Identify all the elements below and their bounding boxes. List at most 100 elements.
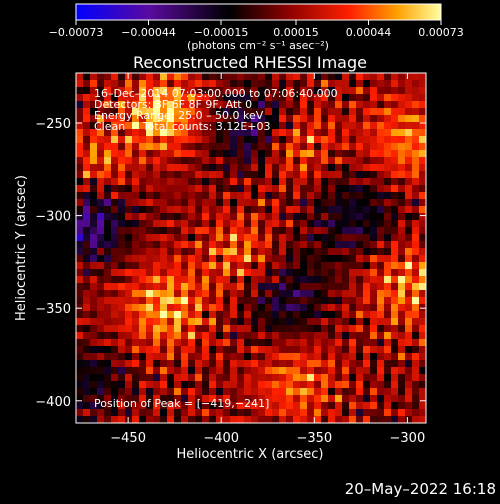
heatmap-cell <box>195 115 203 123</box>
heatmap-cell <box>230 80 238 88</box>
heatmap-cell <box>216 290 224 298</box>
heatmap-cell <box>258 248 266 256</box>
heatmap-cell <box>258 332 266 340</box>
heatmap-cell <box>328 164 336 172</box>
heatmap-cell <box>300 346 308 354</box>
heatmap-cell <box>216 339 224 347</box>
heatmap-cell <box>118 409 126 417</box>
heatmap-cell <box>398 206 406 214</box>
heatmap-cell <box>97 122 105 130</box>
heatmap-cell <box>181 381 189 389</box>
heatmap-cell <box>216 276 224 284</box>
heatmap-cell <box>412 255 420 263</box>
heatmap-cell <box>391 325 399 333</box>
heatmap-cell <box>223 115 231 123</box>
heatmap-cell <box>377 395 385 403</box>
heatmap-cell <box>377 409 385 417</box>
heatmap-cell <box>342 220 350 228</box>
heatmap-cell <box>307 276 315 284</box>
heatmap-cell <box>244 185 252 193</box>
heatmap-cell <box>307 101 315 109</box>
heatmap-cell <box>398 290 406 298</box>
heatmap-cell <box>202 108 210 116</box>
heatmap-cell <box>90 283 98 291</box>
heatmap-cell <box>328 388 336 396</box>
heatmap-cell <box>174 206 182 214</box>
heatmap-cell <box>391 73 399 81</box>
heatmap-cell <box>244 360 252 368</box>
heatmap-cell <box>398 402 406 410</box>
heatmap-cell <box>412 248 420 256</box>
heatmap-cell <box>111 290 119 298</box>
heatmap-cell <box>90 73 98 81</box>
heatmap-cell <box>293 304 301 312</box>
heatmap-cell <box>209 185 217 193</box>
heatmap-cell <box>111 73 119 81</box>
heatmap-cell <box>125 192 133 200</box>
heatmap-cell <box>363 269 371 277</box>
heatmap-cell <box>223 255 231 263</box>
heatmap-cell <box>181 213 189 221</box>
heatmap-cell <box>244 227 252 235</box>
heatmap-cell <box>181 157 189 165</box>
heatmap-cell <box>349 136 357 144</box>
heatmap-cell <box>230 171 238 179</box>
heatmap-cell <box>195 304 203 312</box>
heatmap-cell <box>209 94 217 102</box>
heatmap-cell <box>160 325 168 333</box>
heatmap-cell <box>90 136 98 144</box>
heatmap-cell <box>146 122 154 130</box>
heatmap-cell <box>398 241 406 249</box>
heatmap-cell <box>139 325 147 333</box>
heatmap-cell <box>195 367 203 375</box>
heatmap-cell <box>223 367 231 375</box>
heatmap-cell <box>209 206 217 214</box>
heatmap-cell <box>391 234 399 242</box>
heatmap-cell <box>153 381 161 389</box>
heatmap-cell <box>223 290 231 298</box>
heatmap-cell <box>321 143 329 151</box>
heatmap-cell <box>244 94 252 102</box>
heatmap-cell <box>307 374 315 382</box>
heatmap-cell <box>377 143 385 151</box>
heatmap-cell <box>146 115 154 123</box>
heatmap-cell <box>398 115 406 123</box>
heatmap-cell <box>174 241 182 249</box>
heatmap-cell <box>244 339 252 347</box>
heatmap-cell <box>146 395 154 403</box>
heatmap-cell <box>349 388 357 396</box>
heatmap-cell <box>90 402 98 410</box>
heatmap-cell <box>307 157 315 165</box>
heatmap-cell <box>146 332 154 340</box>
heatmap-cell <box>104 318 112 326</box>
heatmap-cell <box>174 374 182 382</box>
heatmap-cell <box>111 297 119 305</box>
heatmap-cell <box>321 367 329 375</box>
heatmap-cell <box>216 374 224 382</box>
heatmap-cell <box>391 395 399 403</box>
heatmap-cell <box>230 388 238 396</box>
heatmap-cell <box>181 143 189 151</box>
heatmap-cell <box>279 157 287 165</box>
heatmap-cell <box>328 143 336 151</box>
heatmap-cell <box>230 269 238 277</box>
heatmap-cell <box>363 129 371 137</box>
heatmap-cell <box>405 164 413 172</box>
heatmap-cell <box>146 192 154 200</box>
heatmap-cell <box>76 136 84 144</box>
heatmap-cell <box>146 101 154 109</box>
heatmap-cell <box>153 73 161 81</box>
heatmap-cell <box>153 227 161 235</box>
heatmap-cell <box>209 409 217 417</box>
heatmap-cell <box>153 248 161 256</box>
heatmap-cell <box>349 115 357 123</box>
heatmap-cell <box>258 339 266 347</box>
heatmap-cell <box>307 143 315 151</box>
heatmap-cell <box>153 122 161 130</box>
heatmap-cell <box>356 367 364 375</box>
heatmap-cell <box>384 353 392 361</box>
heatmap-cell <box>384 227 392 235</box>
heatmap-cell <box>328 283 336 291</box>
heatmap-cell <box>167 94 175 102</box>
heatmap-cell <box>160 402 168 410</box>
